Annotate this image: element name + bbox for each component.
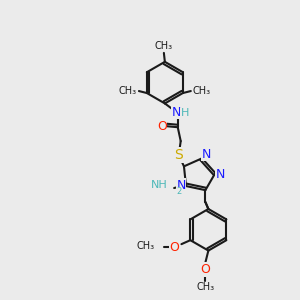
Text: O: O xyxy=(157,120,167,133)
Text: N: N xyxy=(201,148,211,161)
Text: N: N xyxy=(216,169,225,182)
Text: S: S xyxy=(174,148,183,162)
Text: CH₃: CH₃ xyxy=(155,41,173,51)
Text: NH: NH xyxy=(151,180,167,190)
Text: CH₃: CH₃ xyxy=(193,86,211,96)
Text: O: O xyxy=(200,263,210,276)
Text: CH₃: CH₃ xyxy=(136,241,155,251)
Text: N: N xyxy=(172,106,182,119)
Text: N: N xyxy=(176,178,186,191)
Text: CH₃: CH₃ xyxy=(196,282,214,292)
Text: O: O xyxy=(169,241,179,254)
Text: CH₃: CH₃ xyxy=(119,86,137,96)
Text: H: H xyxy=(181,108,189,118)
Text: 2: 2 xyxy=(176,188,182,196)
